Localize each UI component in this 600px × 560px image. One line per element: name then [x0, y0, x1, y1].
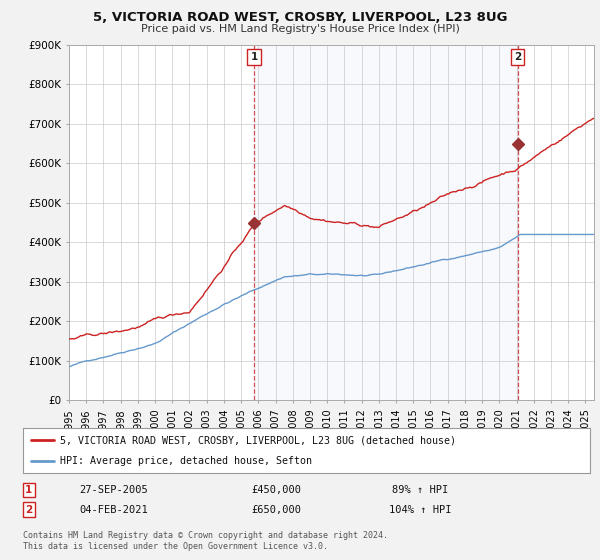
Text: 1: 1 — [250, 52, 257, 62]
Bar — [254, 45, 518, 400]
Text: 104% ↑ HPI: 104% ↑ HPI — [389, 505, 451, 515]
Text: 89% ↑ HPI: 89% ↑ HPI — [392, 485, 448, 495]
Text: 27-SEP-2005: 27-SEP-2005 — [80, 485, 148, 495]
Text: 2: 2 — [25, 505, 32, 515]
Text: This data is licensed under the Open Government Licence v3.0.: This data is licensed under the Open Gov… — [23, 542, 328, 550]
Text: 04-FEB-2021: 04-FEB-2021 — [80, 505, 148, 515]
Text: 2: 2 — [514, 52, 521, 62]
Text: £450,000: £450,000 — [251, 485, 301, 495]
Text: 5, VICTORIA ROAD WEST, CROSBY, LIVERPOOL, L23 8UG (detached house): 5, VICTORIA ROAD WEST, CROSBY, LIVERPOOL… — [59, 436, 455, 446]
Text: 1: 1 — [25, 485, 32, 495]
Text: Price paid vs. HM Land Registry's House Price Index (HPI): Price paid vs. HM Land Registry's House … — [140, 24, 460, 34]
Text: £650,000: £650,000 — [251, 505, 301, 515]
Text: 5, VICTORIA ROAD WEST, CROSBY, LIVERPOOL, L23 8UG: 5, VICTORIA ROAD WEST, CROSBY, LIVERPOOL… — [93, 11, 507, 24]
Text: Contains HM Land Registry data © Crown copyright and database right 2024.: Contains HM Land Registry data © Crown c… — [23, 531, 388, 540]
Text: HPI: Average price, detached house, Sefton: HPI: Average price, detached house, Seft… — [59, 456, 311, 466]
